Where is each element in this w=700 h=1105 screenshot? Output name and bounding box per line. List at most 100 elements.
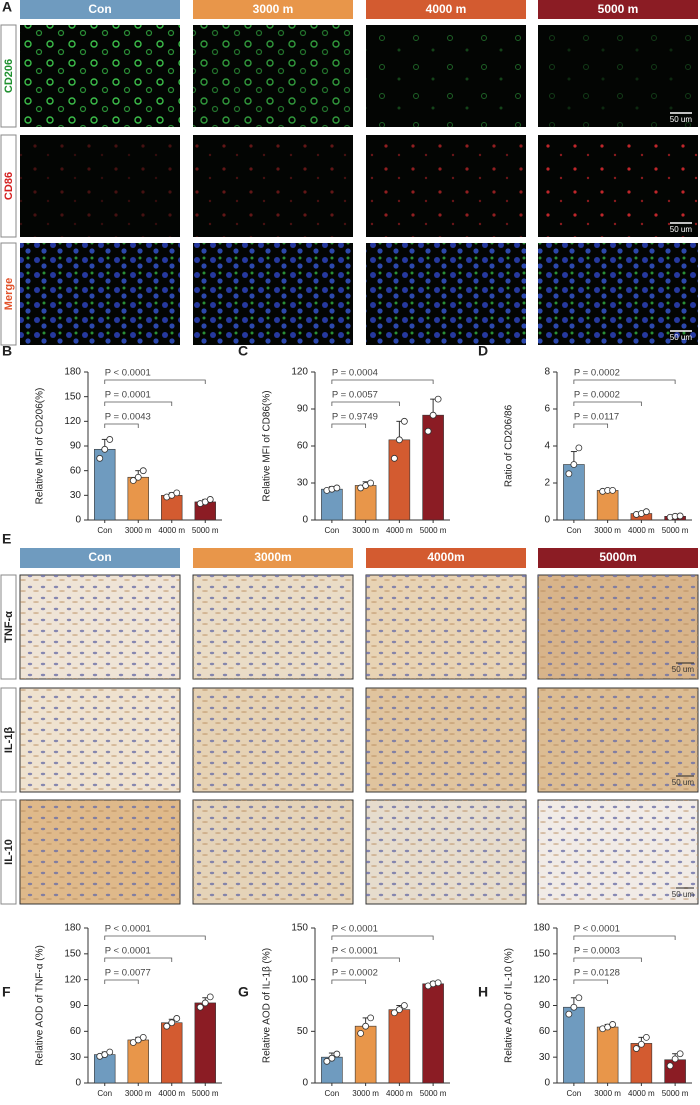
micrograph-signal [193, 25, 353, 127]
y-tick-label: 60 [70, 465, 82, 476]
scale-bar-label: 50 um [672, 890, 695, 899]
data-point [570, 461, 578, 468]
y-tick-label: 150 [533, 948, 550, 959]
row-label-box [0, 799, 17, 905]
column-header-text: 4000 m [426, 2, 467, 16]
bar [321, 488, 343, 521]
data-point [609, 1021, 617, 1028]
y-tick-label: 30 [539, 1052, 551, 1063]
column-header [366, 0, 526, 19]
column-header [20, 0, 180, 19]
significance-bracket [573, 423, 609, 428]
micrograph-texture [20, 575, 180, 679]
significance-bracket [104, 979, 139, 984]
data-point [565, 1010, 573, 1018]
micrograph-texture [366, 575, 526, 679]
panel-label: A [2, 0, 12, 15]
data-point [676, 1050, 684, 1058]
row-label-box [0, 134, 17, 238]
significance-bracket [573, 379, 676, 384]
bar [664, 1059, 686, 1084]
column-header [366, 548, 526, 568]
y-axis-label: Relative MFI of CD206(%) [35, 388, 46, 505]
y-tick-label: 30 [70, 1052, 82, 1063]
micrograph-signal [366, 25, 526, 127]
significance-bracket [331, 957, 400, 962]
x-tick-label: 5000 m [192, 1089, 219, 1098]
micrograph-texture [538, 575, 698, 679]
y-tick-label: 180 [533, 923, 550, 934]
column-header-text: 3000m [254, 550, 291, 564]
x-tick-label: Con [567, 1089, 582, 1098]
y-tick-label: 0 [75, 1078, 81, 1089]
y-tick-label: 2 [544, 478, 550, 489]
significance-bracket [104, 957, 173, 962]
x-tick-label: 4000 m [158, 526, 185, 535]
column-header [538, 0, 698, 19]
significance-bracket [573, 935, 676, 940]
x-tick-label: 5000 m [662, 1089, 689, 1098]
y-tick-label: 0 [544, 515, 550, 526]
p-value: P < 0.0001 [105, 368, 151, 379]
x-tick-label: 3000 m [594, 526, 621, 535]
data-point [333, 484, 341, 492]
column-header-text: Con [88, 550, 111, 564]
data-point [570, 1003, 578, 1011]
data-point [395, 1006, 403, 1014]
data-point [390, 1009, 398, 1017]
micrograph-signal [538, 25, 698, 127]
bar [388, 1009, 411, 1084]
y-tick-label: 8 [544, 367, 550, 378]
p-value: P = 0.0128 [574, 968, 620, 979]
data-point [434, 395, 442, 403]
y-tick-label: 120 [64, 416, 81, 427]
y-tick-label: 60 [297, 441, 309, 452]
x-tick-label: 3000 m [594, 1089, 621, 1098]
row-label: CD86 [3, 172, 15, 200]
p-value: P = 0.0043 [105, 412, 151, 423]
p-value: P = 0.0004 [332, 368, 378, 379]
x-tick-label: Con [325, 526, 340, 535]
y-tick-label: 90 [297, 404, 309, 415]
micrograph-signal [193, 243, 353, 345]
significance-bracket [573, 401, 642, 406]
data-point [163, 1022, 171, 1030]
bar [94, 1054, 116, 1084]
panel-label: D [478, 343, 488, 359]
data-point [173, 1015, 181, 1022]
row-label-box [0, 24, 17, 128]
y-axis-label: Relative MFI of CD86(%) [262, 390, 273, 501]
micrograph-signal [366, 243, 526, 345]
y-tick-label: 90 [70, 1000, 82, 1011]
micrograph-signal [538, 135, 698, 237]
row-label: TNF-α [3, 611, 15, 643]
data-point [129, 477, 137, 484]
bar [354, 485, 377, 521]
data-point [637, 1040, 645, 1048]
y-tick-label: 120 [291, 367, 308, 378]
x-tick-label: Con [325, 1089, 340, 1098]
scale-bar-label: 50 um [670, 115, 693, 124]
panel-label: G [238, 984, 249, 1000]
data-point [666, 1062, 674, 1070]
p-value: P = 0.0001 [105, 390, 151, 401]
data-point [400, 417, 408, 425]
scale-bar-label: 50 um [672, 778, 695, 787]
significance-bracket [104, 423, 139, 428]
y-tick-label: 0 [544, 1078, 550, 1089]
micrograph-texture [538, 688, 698, 792]
x-tick-label: 4000 m [158, 1089, 185, 1098]
x-tick-label: Con [97, 1089, 112, 1098]
p-value: P = 0.0117 [574, 412, 619, 423]
x-tick-label: 3000 m [352, 1089, 379, 1098]
data-point [424, 427, 432, 435]
data-point [357, 1030, 365, 1037]
y-tick-label: 30 [297, 478, 309, 489]
y-tick-label: 0 [302, 1078, 308, 1089]
y-tick-label: 0 [75, 515, 81, 526]
bar [127, 1039, 149, 1084]
data-point [362, 1022, 370, 1030]
x-tick-label: 4000 m [628, 526, 655, 535]
